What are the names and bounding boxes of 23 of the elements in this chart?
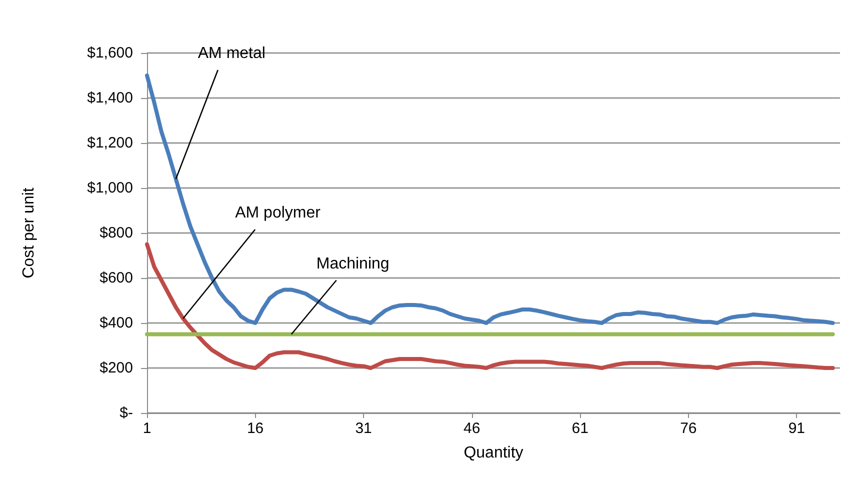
y-axis-title: Cost per unit xyxy=(20,187,38,278)
y-tick-label: $600 xyxy=(100,270,133,286)
y-tick-label: $1,600 xyxy=(87,44,133,62)
y-tick-label: $1,000 xyxy=(87,180,133,196)
x-tick-label: 76 xyxy=(680,420,697,437)
x-tick-label: 31 xyxy=(355,420,372,437)
y-tick-label: $800 xyxy=(100,224,133,242)
y-tick-label: $400 xyxy=(100,314,133,332)
y-tick-label: $1,400 xyxy=(87,90,133,106)
x-axis-title: Quantity xyxy=(464,444,524,462)
text: Machining xyxy=(316,255,390,272)
x-tick-label: 61 xyxy=(572,420,588,437)
y-tick-label: $1,200 xyxy=(87,134,133,152)
x-tick-label: 1 xyxy=(142,420,152,437)
x-tick-label: 46 xyxy=(464,420,480,437)
y-tick-label: $200 xyxy=(100,360,133,376)
x-tick-label: 91 xyxy=(788,420,806,437)
text: AM polymer xyxy=(235,204,322,222)
text: AM metal xyxy=(198,45,266,62)
line-series xyxy=(145,74,835,325)
line-series xyxy=(145,242,835,370)
y-tick-label: $- xyxy=(120,404,133,422)
x-tick-label: 16 xyxy=(246,420,264,437)
